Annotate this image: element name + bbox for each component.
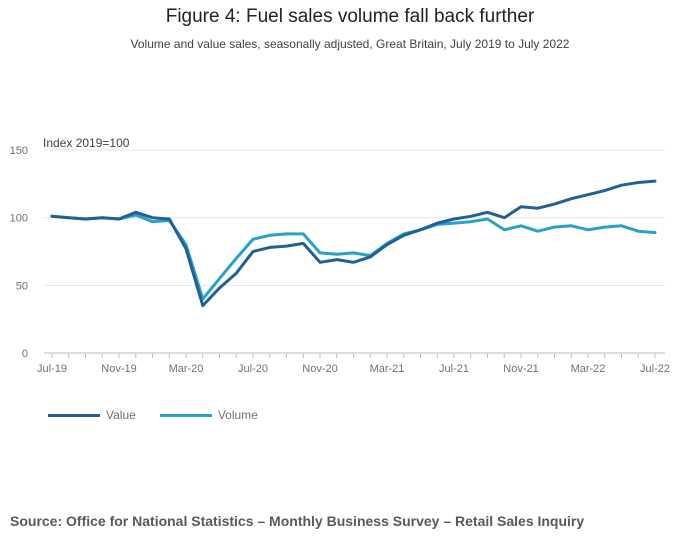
x-tick-label: Nov-19 bbox=[101, 363, 136, 375]
legend: Value Volume bbox=[48, 408, 258, 422]
x-tick-label: Jul-22 bbox=[640, 363, 670, 375]
y-tick-label: 150 bbox=[10, 145, 28, 157]
legend-item-volume[interactable]: Volume bbox=[159, 408, 258, 422]
legend-label-value: Value bbox=[106, 408, 136, 422]
x-tick-label: Jul-21 bbox=[439, 363, 469, 375]
legend-item-value[interactable]: Value bbox=[48, 408, 136, 422]
series-line-volume[interactable] bbox=[50, 213, 657, 301]
x-tick-label: Nov-20 bbox=[302, 363, 337, 375]
legend-label-volume: Volume bbox=[217, 408, 258, 422]
y-tick-label: 0 bbox=[22, 348, 28, 360]
x-tick-label: Nov-21 bbox=[503, 363, 538, 375]
x-tick-label: Mar-22 bbox=[571, 363, 606, 375]
x-tick-label: Jul-19 bbox=[37, 363, 67, 375]
chart-subtitle: Volume and value sales, seasonally adjus… bbox=[130, 37, 570, 51]
x-tick-label: Mar-20 bbox=[169, 363, 204, 375]
y-tick-label: 100 bbox=[10, 213, 28, 225]
chart-title: Figure 4: Fuel sales volume fall back fu… bbox=[165, 6, 535, 27]
series-line-value[interactable] bbox=[50, 179, 657, 308]
source-note: Source: Office for National Statistics –… bbox=[10, 513, 585, 529]
x-tick-label: Mar-21 bbox=[370, 363, 405, 375]
legend-swatch-value bbox=[48, 413, 100, 417]
x-tick-label: Jul-20 bbox=[238, 363, 268, 375]
y-tick-label: 50 bbox=[16, 280, 28, 292]
y-axis-unit-label: Index 2019=100 bbox=[43, 136, 130, 150]
legend-swatch-volume bbox=[159, 413, 212, 417]
